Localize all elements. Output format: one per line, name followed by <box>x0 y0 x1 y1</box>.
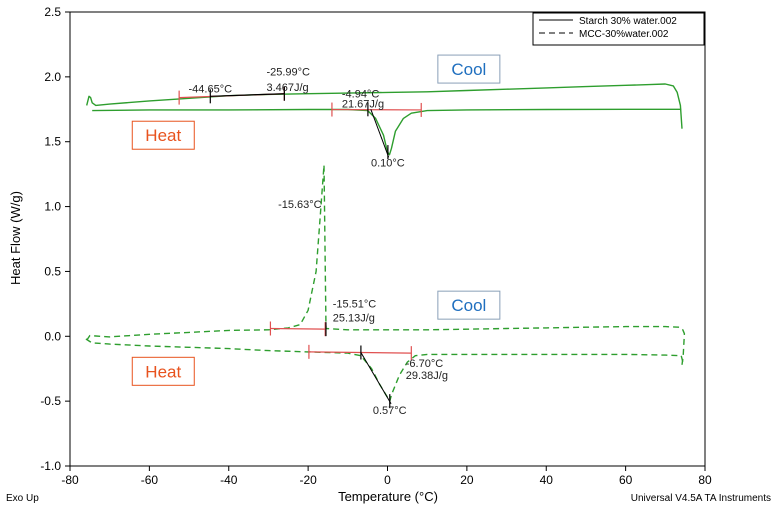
x-tick-label: 40 <box>540 473 554 487</box>
x-tick-label: -60 <box>141 473 159 487</box>
footer-instrument: Universal V4.5A TA Instruments <box>631 493 771 504</box>
footer-exo-up: Exo Up <box>6 493 39 504</box>
series-line-mcc <box>85 164 686 365</box>
annotation-label: 25.13J/g <box>333 312 375 324</box>
series-line-starch <box>86 83 683 129</box>
region-label: Heat <box>145 126 181 145</box>
x-tick-label: 60 <box>619 473 633 487</box>
legend: Starch 30% water.002 MCC-30%water.002 <box>532 12 705 46</box>
region-label-box <box>131 356 195 386</box>
x-tick-label: -20 <box>299 473 317 487</box>
integration-baseline <box>210 93 285 97</box>
integration-baseline <box>308 351 412 354</box>
integration-baseline <box>270 327 326 330</box>
y-tick-label: 1.0 <box>44 200 61 214</box>
legend-entry-label: Starch 30% water.002 <box>579 16 677 27</box>
annotation-label: 0.57°C <box>373 405 407 417</box>
annotation-label: -4.94°C <box>342 89 379 101</box>
x-tick-label: 80 <box>698 473 712 487</box>
region-label: Cool <box>451 296 486 315</box>
x-tick-label: -80 <box>61 473 79 487</box>
annotation-label: 0.10°C <box>371 157 405 169</box>
onset-tangent <box>370 109 390 158</box>
onset-tangent <box>360 352 392 404</box>
x-tick-label: -40 <box>220 473 238 487</box>
annotation-label: 3.467J/g <box>266 82 308 94</box>
annotation-label: -15.63°C <box>278 199 322 211</box>
annotation-label: -6.70°C <box>406 358 443 370</box>
y-tick-label: 0.5 <box>44 264 61 278</box>
x-axis-title: Temperature (°C) <box>338 489 438 504</box>
legend-box <box>532 12 705 46</box>
y-tick-label: 1.5 <box>44 135 61 149</box>
region-label: Heat <box>145 362 181 381</box>
region-label-box <box>437 54 501 84</box>
y-tick-label: -1.0 <box>40 459 61 473</box>
x-tick-label: 0 <box>384 473 391 487</box>
region-label-box <box>437 290 501 320</box>
annotation-label: -44.65°C <box>189 83 233 95</box>
series-line-starch <box>92 108 682 156</box>
y-tick-label: -0.5 <box>40 394 61 408</box>
series-line-mcc <box>85 338 685 402</box>
annotation-label: 21.67J/g <box>342 98 384 110</box>
y-tick-label: 0.0 <box>44 329 61 343</box>
y-axis-title: Heat Flow (W/g) <box>8 191 23 285</box>
y-tick-label: 2.0 <box>44 70 61 84</box>
annotation-label: -15.51°C <box>333 299 377 311</box>
legend-entry-label: MCC-30%water.002 <box>579 29 669 40</box>
region-label-box <box>131 120 195 150</box>
axes: -80 -60 -40 -20 0 20 40 60 80 -1.0 -0.5 0.0 0.5 1.0 1.… <box>40 5 712 487</box>
annotation-label: -25.99°C <box>266 67 310 79</box>
plot-area: -44.65°C -25.99°C 3.467J/g -4.94°C21.67J/g 0… <box>85 54 686 417</box>
annotation-label: 29.38J/g <box>406 370 448 382</box>
x-tick-label: 20 <box>460 473 474 487</box>
region-label: Cool <box>451 60 486 79</box>
y-tick-label: 2.5 <box>44 5 61 19</box>
